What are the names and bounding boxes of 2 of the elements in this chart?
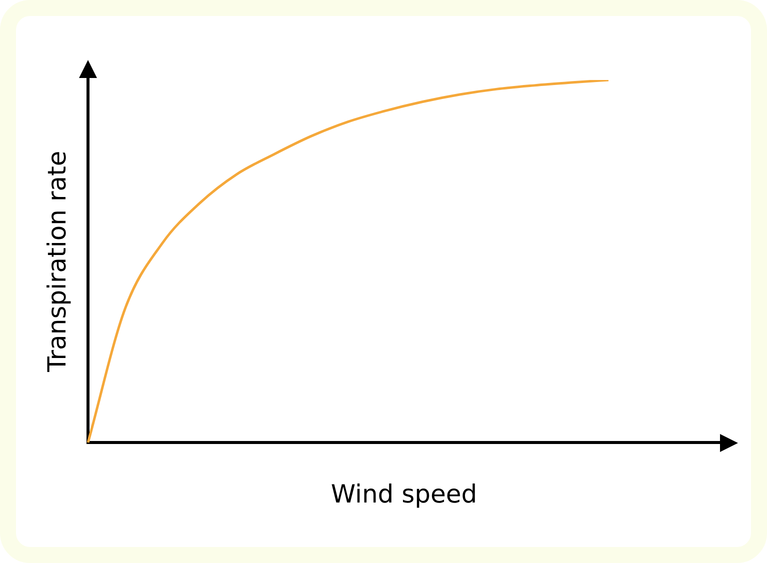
y-axis-title: Transpiration rate	[42, 150, 72, 373]
x-axis-title: Wind speed	[330, 480, 478, 508]
